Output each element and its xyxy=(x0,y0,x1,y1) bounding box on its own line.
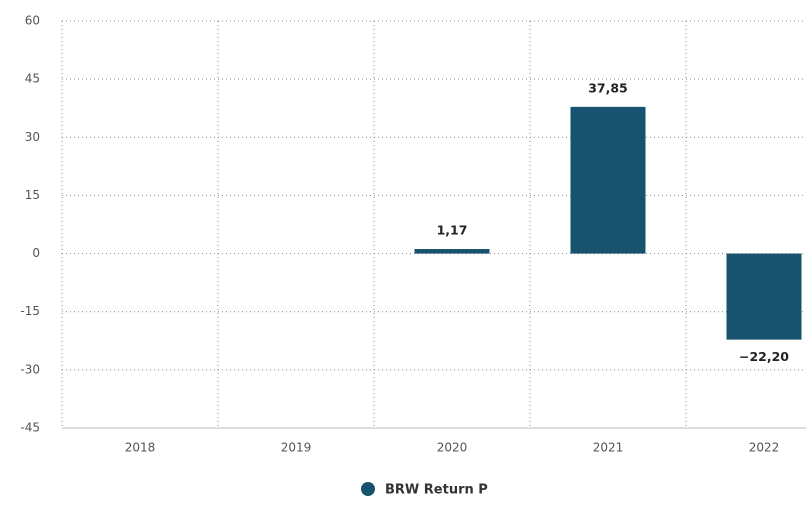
y-tick-label: -45 xyxy=(20,421,40,435)
legend-marker xyxy=(361,482,375,496)
y-tick-label: -30 xyxy=(20,362,40,376)
bar xyxy=(414,249,490,254)
legend-label: BRW Return P xyxy=(385,483,488,498)
y-tick-label: 15 xyxy=(25,188,40,202)
value-label: 37,85 xyxy=(588,80,628,95)
x-tick-label: 2020 xyxy=(437,441,468,455)
bar xyxy=(570,106,646,254)
x-tick-label: 2018 xyxy=(125,441,156,455)
y-tick-label: 0 xyxy=(32,246,40,260)
x-tick-label: 2021 xyxy=(593,441,624,455)
y-tick-label: 30 xyxy=(25,130,40,144)
y-tick-label: -15 xyxy=(20,304,40,318)
value-label: 1,17 xyxy=(437,223,468,238)
value-label: −22,20 xyxy=(739,349,789,364)
y-tick-label: 45 xyxy=(25,72,40,86)
bar xyxy=(726,253,802,340)
x-tick-label: 2022 xyxy=(749,441,780,455)
y-tick-label: 60 xyxy=(25,14,40,28)
x-tick-label: 2019 xyxy=(281,441,312,455)
